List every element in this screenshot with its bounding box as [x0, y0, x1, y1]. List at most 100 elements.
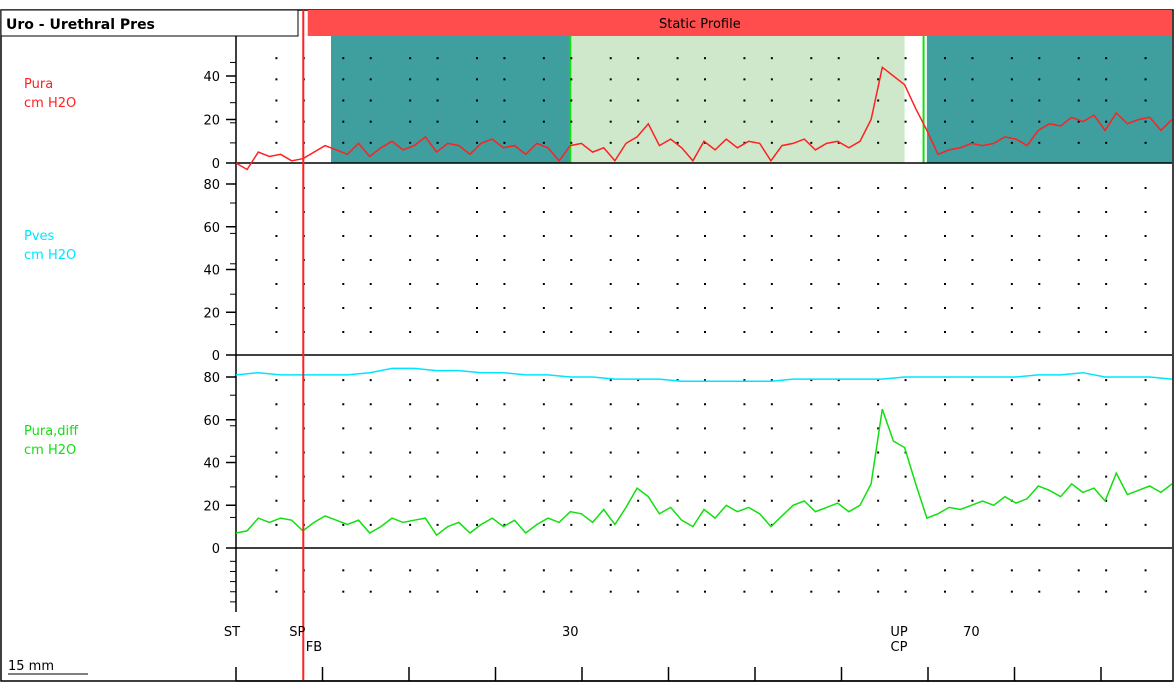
- grid-dot: [1077, 211, 1080, 213]
- grid-dot: [837, 211, 840, 213]
- grid-dot: [971, 99, 974, 102]
- grid-dot: [1038, 523, 1041, 526]
- y-tick-label: 20: [203, 114, 220, 129]
- grid-dot: [342, 451, 345, 454]
- grid-dot: [944, 235, 946, 237]
- grid-dot: [743, 379, 746, 382]
- grid-dot: [877, 187, 880, 189]
- grid-dot: [676, 78, 679, 81]
- grid-dot: [837, 403, 840, 406]
- grid-dot: [770, 78, 773, 81]
- grid-dot: [704, 475, 706, 478]
- grid-dot: [944, 211, 946, 213]
- grid-dot: [877, 57, 880, 60]
- grid-dot: [476, 403, 478, 406]
- grid-dot: [342, 523, 345, 526]
- grid-dot: [342, 427, 345, 430]
- grid-dot: [342, 235, 345, 237]
- grid-dot: [810, 590, 813, 593]
- x-sub-label: FB: [306, 640, 322, 655]
- grid-dot: [637, 78, 640, 81]
- grid-dot: [1077, 475, 1080, 478]
- x-tick-label: 70: [963, 625, 980, 640]
- grid-dot: [275, 499, 278, 502]
- grid-dot: [904, 307, 907, 309]
- grid-dot: [570, 99, 573, 102]
- grid-dot: [609, 187, 612, 189]
- grid-dot: [369, 427, 372, 430]
- scale-bar-label: 15 mm: [8, 659, 54, 674]
- grid-dot: [275, 259, 278, 261]
- grid-dot: [676, 499, 679, 502]
- grid-dot: [676, 523, 679, 526]
- grid-dot: [1038, 379, 1041, 382]
- grid-dot: [704, 211, 706, 213]
- trace-pves: [235, 367, 1173, 383]
- grid-dot: [837, 120, 840, 123]
- grid-dot: [409, 141, 412, 144]
- grid-dot: [1038, 235, 1041, 237]
- channel-label-1: Pves: [24, 229, 55, 244]
- grid-dot: [704, 590, 706, 593]
- grid-dot: [743, 235, 746, 237]
- grid-dot: [944, 99, 946, 102]
- grid-dot: [369, 451, 372, 454]
- grid-dot: [676, 451, 679, 454]
- grid-dot: [971, 141, 974, 144]
- grid-dot: [704, 78, 706, 81]
- grid-dot: [1105, 403, 1108, 406]
- grid-dot: [1105, 57, 1108, 60]
- grid-dot: [877, 331, 880, 333]
- grid-dot: [275, 590, 278, 593]
- grid-dot: [837, 475, 840, 478]
- grid-dot: [676, 569, 679, 572]
- grid-dot: [810, 57, 813, 60]
- grid-dot: [609, 451, 612, 454]
- grid-dot: [1144, 523, 1147, 526]
- grid-dot: [369, 235, 372, 237]
- grid-dot: [542, 475, 545, 478]
- grid-dot: [409, 259, 412, 261]
- grid-dot: [810, 211, 813, 213]
- y-tick-label: 80: [203, 178, 220, 193]
- grid-dot: [704, 283, 706, 285]
- grid-dot: [810, 523, 813, 526]
- grid-dot: [609, 259, 612, 261]
- grid-dot: [609, 379, 612, 382]
- grid-dot: [971, 120, 974, 123]
- grid-dot: [904, 235, 907, 237]
- grid-dot: [1010, 590, 1013, 593]
- grid-dot: [704, 523, 706, 526]
- grid-dot: [570, 403, 573, 406]
- grid-dot: [971, 569, 974, 572]
- grid-dot: [944, 427, 946, 430]
- channel-label-2: cm H2O: [24, 443, 76, 458]
- grid-dot: [743, 187, 746, 189]
- grid-dot: [342, 590, 345, 593]
- grid-dot: [743, 499, 746, 502]
- grid-dot: [971, 475, 974, 478]
- grid-dot: [676, 120, 679, 123]
- grid-dot: [542, 523, 545, 526]
- y-tick-label: 40: [203, 70, 220, 85]
- grid-dot: [810, 307, 813, 309]
- grid-dot: [542, 187, 545, 189]
- grid-dot: [837, 499, 840, 502]
- grid-dot: [342, 283, 345, 285]
- grid-dot: [342, 475, 345, 478]
- grid-dot: [609, 211, 612, 213]
- grid-dot: [877, 99, 880, 102]
- grid-dot: [570, 78, 573, 81]
- grid-dot: [503, 211, 506, 213]
- grid-dot: [637, 211, 640, 213]
- grid-dot: [369, 120, 372, 123]
- grid-dot: [971, 307, 974, 309]
- grid-dot: [810, 187, 813, 189]
- grid-dot: [503, 187, 506, 189]
- grid-dot: [837, 99, 840, 102]
- y-tick-label: 20: [203, 306, 220, 321]
- grid-dot: [476, 283, 478, 285]
- grid-dot: [503, 523, 506, 526]
- grid-dot: [503, 141, 506, 144]
- grid-dot: [275, 427, 278, 430]
